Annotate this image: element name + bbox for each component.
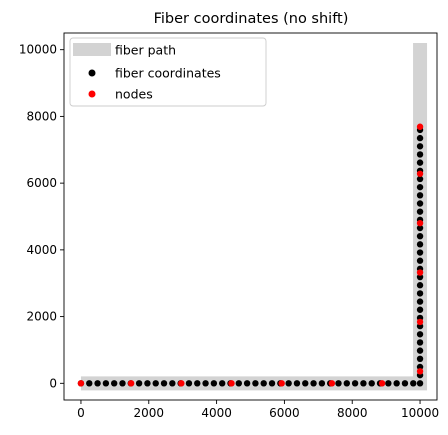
chart-title: Fiber coordinates (no shift) [154, 11, 349, 27]
fiber-coordinate-point [268, 380, 276, 387]
fiber-coordinate-point [416, 232, 424, 240]
y-tick-label: 10000 [19, 43, 57, 57]
node-point [416, 269, 424, 276]
fiber-coordinate-point [260, 380, 267, 387]
fiber-coordinate-point [169, 380, 176, 387]
y-tick-label: 0 [49, 376, 57, 390]
fiber-coordinate-point [94, 380, 101, 387]
fiber-coordinate-point [185, 380, 193, 387]
y-tick-label: 2000 [26, 310, 57, 324]
y-tick-label: 6000 [26, 176, 57, 190]
fiber-coordinate-point [210, 380, 218, 387]
legend: fiber path fiber coordinates nodes [69, 37, 267, 107]
fiber-coordinate-point [416, 282, 424, 289]
x-tick-label: 2000 [133, 406, 164, 420]
fiber-coordinate-point [416, 208, 424, 215]
fiber-coordinate-point [285, 380, 292, 387]
fiber-coordinate-point [416, 134, 424, 142]
fiber-coordinate-point [416, 355, 424, 362]
fiber-coordinate-point [416, 380, 424, 387]
fiber-coordinate-point [135, 380, 143, 387]
fiber-coordinate-point [416, 298, 424, 305]
fiber-coordinate-point [293, 380, 301, 387]
fiber-coordinate-point [416, 143, 424, 150]
fiber-coordinate-point [416, 347, 424, 354]
legend-label: fiber path [115, 43, 176, 58]
fiber-coordinate-point [194, 380, 201, 387]
fiber-coordinate-point [86, 380, 93, 387]
fiber-coordinate-point [252, 380, 259, 387]
fiber-coordinate-point [119, 380, 126, 387]
legend-label: fiber coordinates [115, 66, 221, 81]
node-point [127, 380, 135, 387]
fiber-coordinate-point [152, 380, 159, 387]
fiber-coordinate-point [416, 151, 424, 158]
fiber-coordinate-point [416, 306, 424, 313]
legend-label: nodes [115, 87, 153, 102]
node-point [178, 380, 185, 387]
fiber-coordinate-point [318, 380, 326, 387]
fiber-coordinate-point [102, 380, 110, 387]
plot-content [77, 43, 428, 391]
fiber-coordinate-point [310, 380, 317, 387]
x-tick-label: 10000 [401, 406, 439, 420]
node-point [416, 219, 424, 227]
fiber-coordinate-point [410, 380, 417, 387]
fiber-coordinate-point [401, 380, 409, 387]
legend-box [69, 37, 267, 107]
node-point [416, 170, 424, 177]
fiber-coordinate-point [202, 380, 209, 387]
fiber-coordinate-point [416, 183, 424, 191]
x-tick-label: 6000 [269, 406, 300, 420]
y-tick-label: 4000 [26, 243, 57, 257]
legend-swatch-nodes [88, 90, 96, 98]
fiber-coordinate-point [416, 224, 424, 232]
axes-frame [63, 32, 438, 401]
fiber-coordinate-point [368, 380, 375, 387]
fiber-coordinate-point [416, 339, 424, 346]
fiber-coordinate-point [243, 380, 251, 387]
node-point [278, 380, 285, 387]
fiber-coordinate-point [416, 273, 424, 281]
node-point [416, 123, 424, 130]
legend-swatch-fiber-coordinates [88, 69, 96, 77]
fiber-coordinate-point [416, 175, 424, 183]
fiber-coordinate-point [416, 241, 424, 248]
fiber-coordinate-point [416, 192, 424, 199]
fiber-coordinate-point [302, 380, 309, 387]
fiber-coordinate-point [385, 380, 392, 387]
fiber-coordinate-point [416, 249, 424, 256]
fiber-coordinate-point [416, 257, 424, 264]
fiber-coordinate-point [218, 380, 226, 387]
node-point [328, 380, 336, 387]
legend-swatch-fiber-path [73, 43, 111, 56]
y-tick-label: 8000 [26, 109, 57, 123]
fiber-coordinate-point [360, 380, 367, 387]
x-tick-label: 0 [77, 406, 85, 420]
axes: 0 2000 4000 6000 8000 10000 0 2000 4000 6000 8000 1… [19, 32, 439, 420]
fiber-coordinate-point [393, 380, 400, 387]
fiber-coordinate-point [144, 380, 151, 387]
node-point [228, 380, 235, 387]
node-point [416, 318, 424, 326]
node-point [416, 368, 424, 375]
fiber-coordinate-point [160, 380, 168, 387]
fiber-coordinate-point [416, 331, 424, 338]
fiber-coordinate-point [235, 380, 242, 387]
fiber-coordinate-point [110, 380, 118, 387]
plot-area [77, 43, 428, 391]
fiber-coordinate-point [416, 200, 424, 207]
fiber-coordinate-point [416, 290, 424, 297]
fiber-coordinate-point [343, 380, 350, 387]
x-tick-label: 8000 [337, 406, 368, 420]
node-point [378, 380, 386, 387]
x-tick-label: 4000 [201, 406, 232, 420]
node-point [77, 380, 85, 387]
fiber-coordinate-point [351, 380, 359, 387]
fiber-coordinate-point [335, 380, 342, 387]
fiber-coordinate-point [416, 159, 424, 166]
